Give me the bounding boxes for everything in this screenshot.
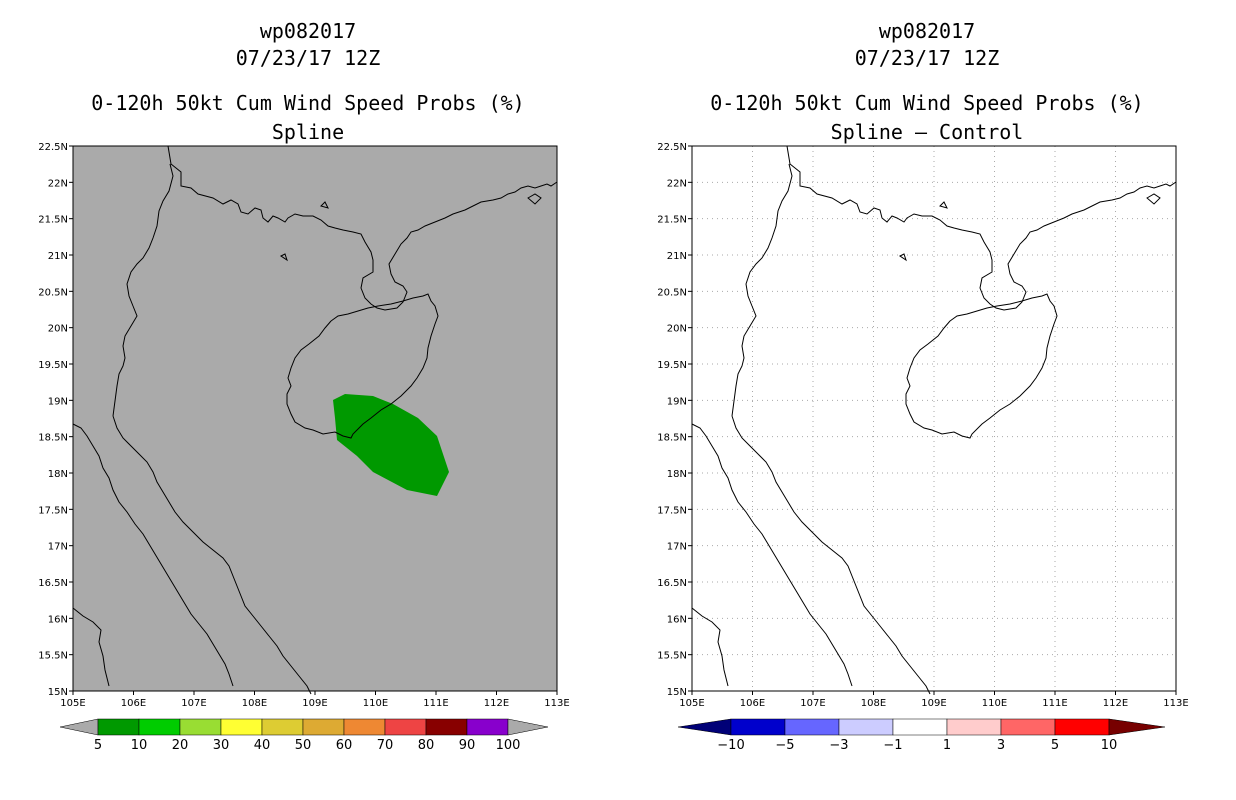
colorbar-label: 30 — [213, 738, 230, 753]
lat-tick-label: 20.5N — [657, 287, 687, 298]
colorbar-label: 5 — [1051, 738, 1059, 753]
lat-tick-label: 21N — [48, 251, 68, 262]
colorbar-label: 60 — [336, 738, 353, 753]
left-colorbar: 5 10 20 30 40 50 60 70 80 90 100 — [59, 718, 549, 753]
left-product-title: 0-120h 50kt Cum Wind Speed Probs (%) — [91, 91, 525, 115]
left-storm-id: wp082017 — [259, 19, 357, 43]
lon-tick-label: 106E — [121, 698, 146, 709]
lon-tick-label: 108E — [861, 698, 886, 709]
lat-tick-label: 17.5N — [657, 505, 687, 516]
lat-tick-label: 19.5N — [657, 360, 687, 371]
lon-tick-label: 109E — [302, 698, 327, 709]
colorbar-label: 100 — [496, 738, 521, 753]
colorbar-end-high — [507, 718, 549, 736]
colorbar-label: −5 — [775, 738, 794, 753]
lon-tick-label: 111E — [423, 698, 448, 709]
lat-tick-label: 22N — [48, 178, 68, 189]
right-datetime: 07/23/17 12Z — [854, 46, 1000, 70]
colorbar-end-low — [677, 718, 732, 736]
colorbar-label: 40 — [254, 738, 271, 753]
lat-tick-label: 15.5N — [38, 651, 68, 662]
lat-tick-label: 21.5N — [38, 215, 68, 226]
lat-tick-label: 21N — [667, 251, 687, 262]
colorbar-label: 1 — [943, 738, 951, 753]
lat-tick-label: 16.5N — [657, 578, 687, 589]
colorbar-label: 50 — [295, 738, 312, 753]
lat-tick-label: 16N — [667, 614, 687, 625]
colorbar-label: 10 — [131, 738, 148, 753]
colorbar-segment — [1054, 718, 1110, 736]
colorbar-label: 5 — [94, 738, 102, 753]
lat-tick-label: 19.5N — [38, 360, 68, 371]
colorbar-label: 20 — [172, 738, 189, 753]
lon-tick-label: 113E — [1163, 698, 1188, 709]
colorbar-label: −3 — [829, 738, 848, 753]
lat-tick-label: 18.5N — [38, 433, 68, 444]
right-subtitle: Spline – Control — [830, 120, 1024, 144]
right-colorbar: −10 −5 −3 −1 1 3 5 10 — [677, 718, 1166, 753]
lat-tick-label: 22N — [667, 178, 687, 189]
lat-tick-label: 18.5N — [657, 433, 687, 444]
lon-tick-label: 105E — [679, 698, 704, 709]
colorbar-label: 90 — [459, 738, 476, 753]
lat-tick-label: 20N — [667, 324, 687, 335]
colorbar-segment — [730, 718, 786, 736]
colorbar-segment — [784, 718, 840, 736]
lat-tick-label: 16N — [48, 614, 68, 625]
lon-tick-label: 107E — [800, 698, 825, 709]
lon-tick-label: 109E — [921, 698, 946, 709]
colorbar-label: 3 — [997, 738, 1005, 753]
probability-region — [333, 394, 449, 496]
left-subtitle: Spline — [271, 120, 345, 144]
lon-tick-label: 110E — [982, 698, 1007, 709]
lon-tick-label: 113E — [544, 698, 569, 709]
colorbar-segment — [1000, 718, 1056, 736]
lon-tick-label: 108E — [242, 698, 267, 709]
left-datetime: 07/23/17 12Z — [235, 46, 381, 70]
colorbar-label: 10 — [1101, 738, 1118, 753]
lat-tick-label: 22.5N — [38, 142, 68, 153]
lon-tick-label: 112E — [484, 698, 509, 709]
lat-tick-label: 20.5N — [38, 287, 68, 298]
colorbar-end-high — [1108, 718, 1166, 736]
lat-tick-label: 19N — [667, 396, 687, 407]
colorbar-label: 70 — [377, 738, 394, 753]
lat-tick-label: 18N — [667, 469, 687, 480]
lon-tick-label: 107E — [181, 698, 206, 709]
lat-tick-label: 20N — [48, 324, 68, 335]
lat-tick-label: 16.5N — [38, 578, 68, 589]
colorbar-label: 80 — [418, 738, 435, 753]
lon-tick-label: 111E — [1042, 698, 1067, 709]
lat-tick-label: 15N — [48, 687, 68, 698]
colorbar-segment — [892, 718, 948, 736]
lon-tick-label: 106E — [740, 698, 765, 709]
lat-tick-label: 19N — [48, 396, 68, 407]
lat-tick-label: 18N — [48, 469, 68, 480]
lat-tick-label: 17.5N — [38, 505, 68, 516]
colorbar-label: −10 — [717, 738, 744, 753]
lon-tick-label: 105E — [60, 698, 85, 709]
right-storm-id: wp082017 — [878, 19, 976, 43]
colorbar-segment — [946, 718, 1002, 736]
lon-tick-label: 112E — [1103, 698, 1128, 709]
lat-tick-label: 15.5N — [657, 651, 687, 662]
lat-tick-label: 22.5N — [657, 142, 687, 153]
lat-tick-label: 15N — [667, 687, 687, 698]
lat-tick-label: 17N — [48, 542, 68, 553]
lon-tick-label: 110E — [363, 698, 388, 709]
lat-tick-label: 21.5N — [657, 215, 687, 226]
right-product-title: 0-120h 50kt Cum Wind Speed Probs (%) — [710, 91, 1144, 115]
colorbar-segment — [838, 718, 894, 736]
right-map-background — [692, 146, 1176, 691]
lat-tick-label: 17N — [667, 542, 687, 553]
colorbar-label: −1 — [883, 738, 902, 753]
